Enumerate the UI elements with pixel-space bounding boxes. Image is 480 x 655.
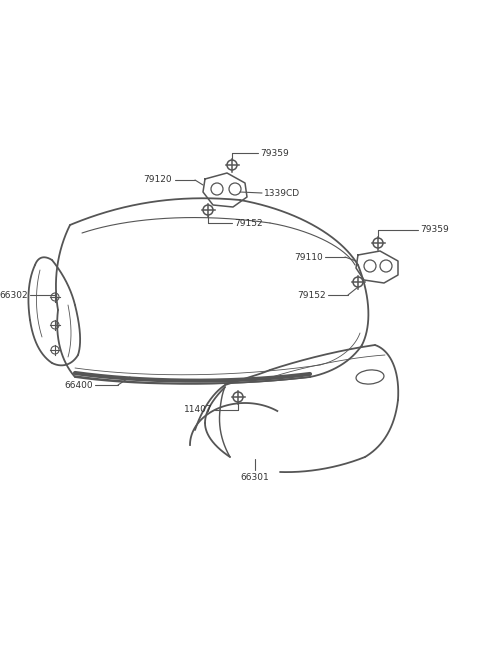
Text: 79110: 79110: [294, 252, 323, 261]
Text: 79152: 79152: [234, 219, 263, 227]
Text: 66302: 66302: [0, 291, 28, 299]
Text: 79359: 79359: [260, 149, 289, 157]
Text: 79359: 79359: [420, 225, 449, 234]
Text: 11407: 11407: [184, 405, 213, 415]
Text: 79120: 79120: [144, 176, 172, 185]
Text: 66400: 66400: [64, 381, 93, 390]
Text: 79152: 79152: [298, 291, 326, 299]
Text: 66301: 66301: [240, 473, 269, 482]
Text: 1339CD: 1339CD: [264, 189, 300, 198]
